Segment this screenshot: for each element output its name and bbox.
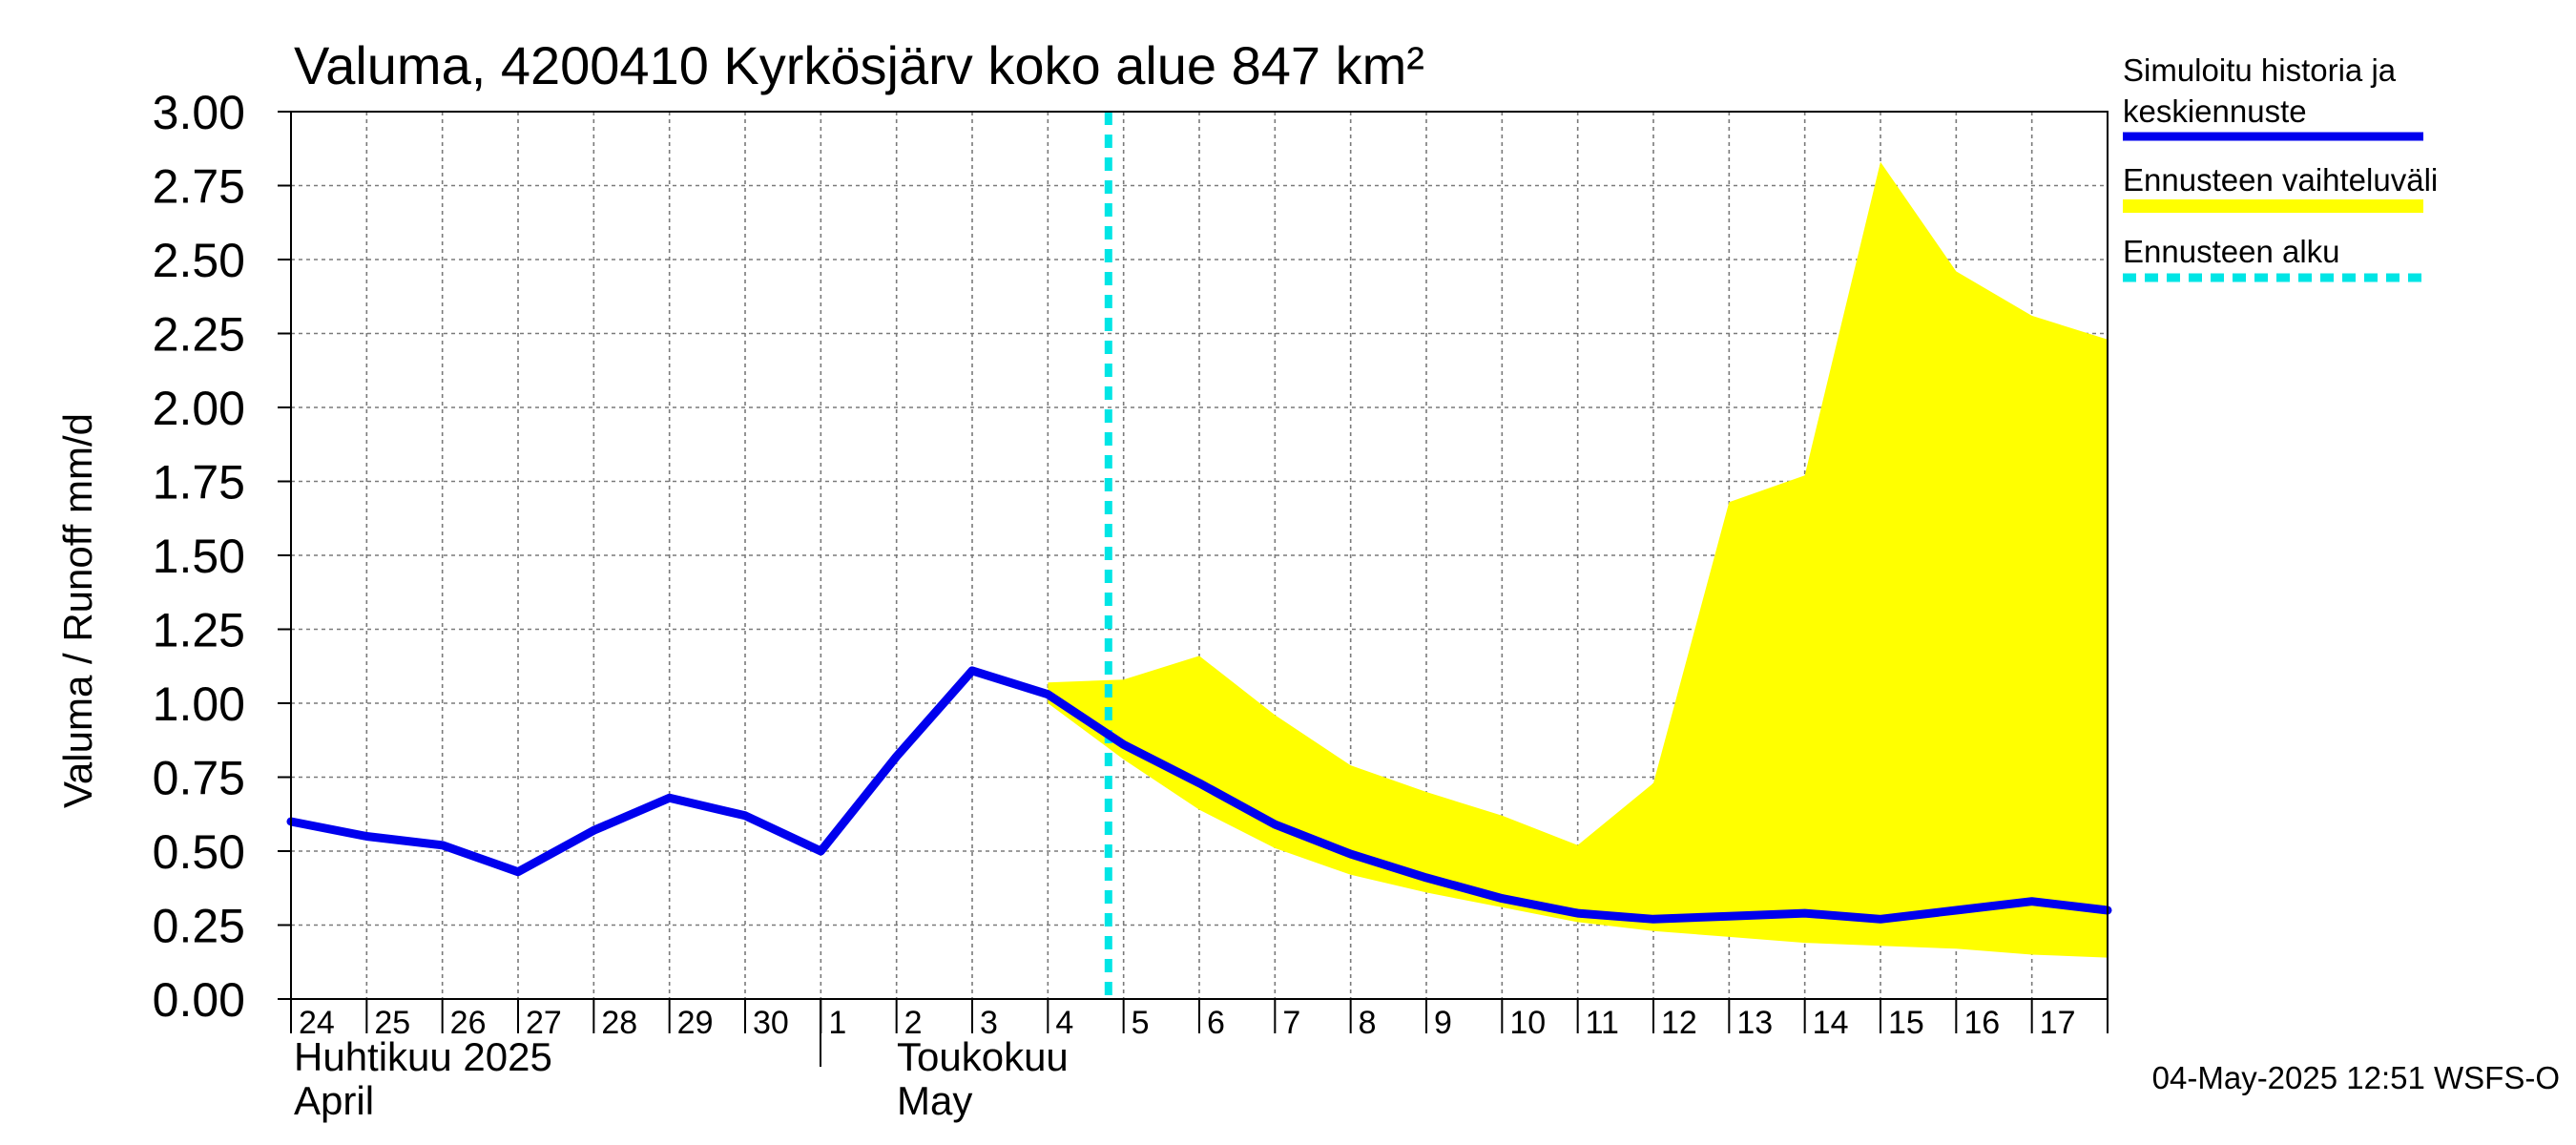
month-label-april-fi: Huhtikuu 2025	[294, 1034, 552, 1079]
x-tick-label: 10	[1509, 1005, 1546, 1041]
x-tick-label: 29	[677, 1005, 714, 1041]
x-tick-label: 12	[1661, 1005, 1697, 1041]
y-tick-label: 1.50	[153, 530, 245, 583]
x-tick-label: 7	[1282, 1005, 1300, 1041]
mean-series-point	[1347, 850, 1355, 858]
x-tick-label: 13	[1736, 1005, 1773, 1041]
y-tick-label: 0.25	[153, 900, 245, 953]
y-tick-label: 1.75	[153, 456, 245, 510]
mean-series-point	[1877, 915, 1884, 923]
mean-series-point	[2028, 898, 2036, 906]
legend-label: keskiennuste	[2123, 94, 2307, 129]
x-tick-label: 16	[1963, 1005, 2000, 1041]
y-tick-label: 2.25	[153, 308, 245, 362]
mean-series-point	[741, 812, 749, 820]
month-label-may-en: May	[897, 1078, 972, 1123]
mean-series-point	[363, 833, 370, 840]
y-tick-label: 2.00	[153, 382, 245, 435]
legend-label: Simuloitu historia ja	[2123, 52, 2397, 88]
mean-series-point	[1725, 912, 1733, 920]
mean-series-point	[590, 826, 597, 834]
x-tick-label: 26	[450, 1005, 487, 1041]
x-tick-label: 1	[828, 1005, 846, 1041]
mean-series-point	[1801, 909, 1809, 917]
month-label-may-fi: Toukokuu	[897, 1034, 1069, 1079]
y-tick-label: 0.75	[153, 752, 245, 805]
timestamp: 04-May-2025 12:51 WSFS-O	[2152, 1060, 2560, 1095]
mean-series-point	[514, 868, 522, 876]
x-tick-label: 14	[1813, 1005, 1849, 1041]
mean-series-point	[666, 794, 674, 802]
forecast-range-area	[1048, 161, 2108, 958]
mean-series-point	[1044, 691, 1051, 698]
x-tick-label: 25	[374, 1005, 410, 1041]
legend-label: Ennusteen alku	[2123, 234, 2340, 269]
mean-series-point	[1952, 906, 1960, 914]
x-tick-label: 5	[1132, 1005, 1150, 1041]
mean-series-point	[968, 667, 976, 675]
x-tick-label: 27	[526, 1005, 562, 1041]
x-tick-label: 24	[299, 1005, 335, 1041]
plot-area: 0.00 0.25 0.50 0.75 1.00 1.25 1.50 1.75 2.00 2.25…	[153, 86, 2112, 1041]
y-tick-label: 2.75	[153, 160, 245, 214]
x-tick-label: 4	[1055, 1005, 1073, 1041]
legend: Simuloitu historia ja keskiennuste Ennuste…	[2123, 52, 2438, 282]
y-tick-label: 1.25	[153, 604, 245, 657]
y-axis-ticks: 0.00 0.25 0.50 0.75 1.00 1.25 1.50 1.75 2.00 2.25…	[153, 86, 291, 1027]
y-tick-label: 1.00	[153, 677, 245, 731]
y-tick-label: 2.50	[153, 234, 245, 287]
y-tick-label: 3.00	[153, 86, 245, 139]
x-tick-label: 15	[1888, 1005, 1924, 1041]
x-axis-ticks: 24 25 26 27 28 29 30 1 2 3 4 5 6 7 8 9 10 11 12 13 14 15 16 17	[290, 999, 2109, 1041]
chart-title: Valuma, 4200410 Kyrkösjärv koko alue 847…	[294, 35, 1424, 95]
mean-series-point	[817, 847, 824, 855]
x-tick-label: 8	[1359, 1005, 1377, 1041]
x-tick-label: 30	[753, 1005, 789, 1041]
legend-label: Ennusteen vaihteluväli	[2123, 162, 2438, 198]
mean-series-point	[1195, 780, 1203, 787]
mean-series-point	[1650, 915, 1657, 923]
mean-series-point	[1120, 740, 1128, 748]
x-tick-label: 17	[2040, 1005, 2076, 1041]
x-tick-label: 2	[904, 1005, 923, 1041]
x-tick-label: 9	[1434, 1005, 1452, 1041]
forecast-range-band	[1048, 161, 2108, 958]
x-tick-label: 6	[1207, 1005, 1225, 1041]
x-tick-label: 3	[980, 1005, 998, 1041]
mean-series-point	[1574, 909, 1582, 917]
mean-series-point	[1498, 895, 1506, 903]
y-axis-label: Valuma / Runoff mm/d	[55, 413, 100, 808]
mean-series-point	[1271, 821, 1278, 828]
y-tick-label: 0.00	[153, 973, 245, 1027]
mean-series-point	[439, 842, 447, 849]
month-label-april-en: April	[294, 1078, 374, 1123]
y-tick-label: 0.50	[153, 825, 245, 879]
x-tick-label: 28	[601, 1005, 637, 1041]
mean-series-point	[893, 753, 901, 760]
mean-series	[286, 666, 2112, 924]
x-tick-label: 11	[1586, 1005, 1619, 1041]
mean-series-point	[1423, 874, 1430, 882]
